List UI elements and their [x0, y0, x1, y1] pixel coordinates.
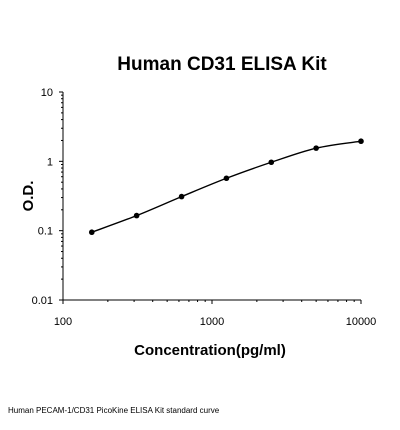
y-axis-label: O.D. — [20, 181, 37, 212]
y-tick-label: 0.01 — [32, 295, 53, 307]
y-tick-label: 0.1 — [38, 226, 53, 238]
y-axis-ticks — [59, 91, 63, 301]
figure-caption: Human PECAM-1/CD31 PicoKine ELISA Kit st… — [8, 406, 220, 415]
data-point — [223, 175, 230, 182]
chart-figure: Human CD31 ELISA Kit 10 1 0.1 0.01 100 1… — [20, 54, 377, 359]
x-tick-label: 1000 — [200, 316, 224, 328]
x-axis-label: Concentration(pg/ml) — [134, 342, 286, 359]
x-axis-ticks — [62, 300, 362, 304]
data-point — [178, 193, 185, 200]
data-point — [313, 145, 319, 151]
data-point — [358, 138, 364, 145]
x-tick-label: 10000 — [346, 316, 377, 328]
chart-title: Human CD31 ELISA Kit — [117, 54, 327, 75]
data-point — [133, 212, 140, 219]
standard-curve-line — [91, 140, 362, 233]
y-tick-label: 10 — [41, 87, 53, 99]
data-points — [88, 138, 364, 236]
x-tick-label: 100 — [54, 316, 72, 328]
data-point — [268, 159, 275, 166]
y-tick-label: 1 — [47, 156, 53, 168]
data-point — [88, 229, 95, 236]
